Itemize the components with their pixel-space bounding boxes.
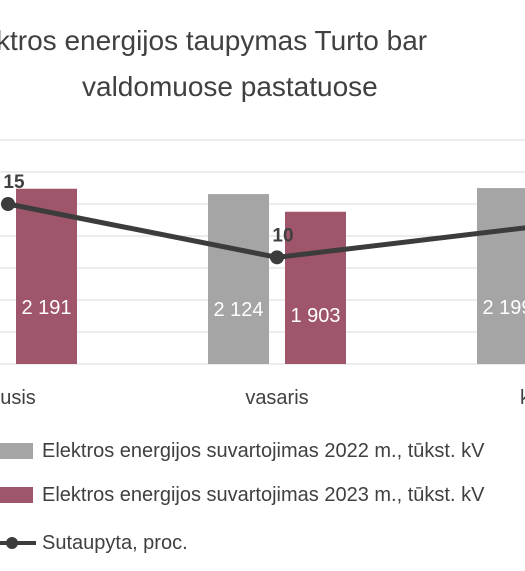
legend-item-saved: Sutaupyta, proc.	[0, 528, 525, 562]
line-data-label: 10	[272, 225, 293, 246]
category-label: k	[520, 387, 525, 409]
category-label: vasaris	[245, 387, 308, 409]
legend-swatch-2023	[0, 487, 33, 503]
bar	[477, 188, 525, 364]
legend-swatch-2022	[0, 443, 33, 459]
bar	[208, 194, 269, 364]
category-label: usis	[0, 387, 36, 409]
line-data-label: 15	[3, 172, 25, 193]
bar-data-label: 2 191	[21, 297, 71, 319]
bar-data-label: 1 903	[290, 305, 340, 327]
line-point	[270, 250, 284, 265]
legend-label-2022: Elektros energijos suvartojimas 2022 m.,…	[42, 440, 485, 462]
chart-plot: 2 124 2 199 2 191 1 903 usis vasaris k 15 10	[0, 139, 525, 409]
legend-item-2022: Elektros energijos suvartojimas 2022 m.,…	[0, 436, 525, 470]
bar-data-label: 2 124	[213, 299, 263, 321]
legend-line-marker	[0, 537, 36, 549]
bar-data-label: 2 199	[482, 297, 525, 319]
legend-label-2023: Elektros energijos suvartojimas 2023 m.,…	[42, 484, 485, 506]
chart-title-line-1: ktros energijos taupymas Turto bar	[0, 25, 428, 56]
legend-item-2023: Elektros energijos suvartojimas 2023 m.,…	[0, 480, 525, 514]
bar	[285, 211, 346, 364]
legend-label-saved: Sutaupyta, proc.	[42, 532, 188, 554]
line-point	[1, 197, 15, 211]
chart-title-line-2: valdomuose pastatuose	[82, 71, 378, 102]
